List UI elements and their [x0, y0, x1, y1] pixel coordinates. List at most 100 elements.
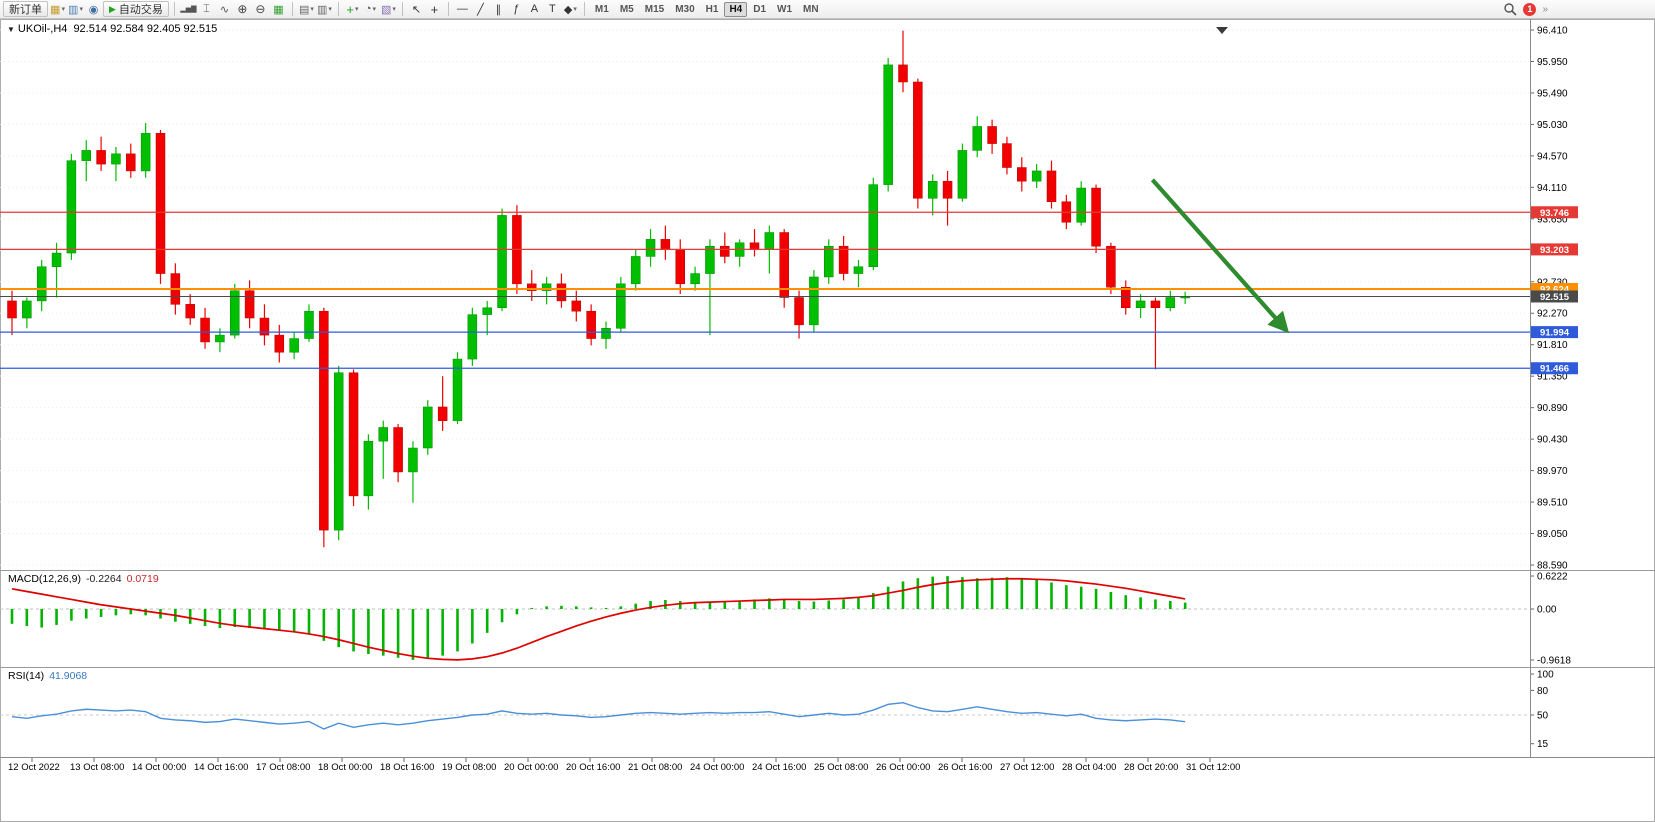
line-chart-icon: ∿ — [219, 3, 230, 16]
template-icon[interactable]: ▧ ▾ — [380, 1, 397, 17]
svg-text:27 Oct 12:00: 27 Oct 12:00 — [1000, 762, 1054, 773]
label-tool-icon[interactable]: T — [544, 1, 561, 17]
rsi-title: RSI(14) — [8, 670, 45, 682]
chart-profile-icon[interactable]: ▥ ▾ — [316, 1, 333, 17]
timeframe-button-w1[interactable]: W1 — [777, 3, 793, 15]
hline-tool-icon: — — [456, 3, 468, 15]
svg-text:13 Oct 08:00: 13 Oct 08:00 — [70, 762, 124, 773]
dropdown-arrow-icon: ▾ — [573, 6, 577, 13]
search-icon[interactable] — [1503, 2, 1518, 16]
period-clock-icon: ◔ — [364, 3, 372, 15]
svg-text:17 Oct 08:00: 17 Oct 08:00 — [256, 762, 310, 773]
candlestick-chart-icon: ⌶ — [203, 2, 210, 15]
dropdown-arrow-icon: ▾ — [79, 6, 83, 13]
autotrading-icon: ▶ — [109, 3, 116, 14]
svg-text:26 Oct 16:00: 26 Oct 16:00 — [938, 762, 992, 773]
add-indicator-icon[interactable]: + ▾ — [344, 1, 361, 17]
svg-text:20 Oct 16:00: 20 Oct 16:00 — [566, 762, 620, 773]
svg-text:100: 100 — [1537, 670, 1554, 681]
zoom-in-icon: ⊕ — [237, 2, 248, 16]
collapse-triangle-icon[interactable]: ▼ — [7, 25, 15, 34]
svg-text:80: 80 — [1537, 686, 1549, 697]
notification-badge[interactable]: 1 — [1523, 2, 1537, 16]
tile-windows-icon: ▦ — [273, 3, 284, 16]
crosshair-icon[interactable]: + — [426, 1, 443, 17]
timeframe-button-m30[interactable]: M30 — [675, 3, 695, 15]
toolbar: 新订单 ▦ ▾ ▥ ▾ ◉ ▶ 自动交易 ▂▅▇ ⌶ ∿ ⊕ ⊖ ▦ ▤ ▾ ▥ ▾ + ▾ ◔ ▾ ▧ ▾ ↖ + — ╱ ∥ ƒ A T ◆… — [0, 0, 1655, 19]
timeframe-button-h1[interactable]: H1 — [705, 3, 719, 15]
timeframe-button-m15[interactable]: M15 — [644, 3, 665, 15]
svg-text:96.410: 96.410 — [1537, 26, 1568, 37]
hline-tool-icon[interactable]: — — [454, 1, 471, 17]
timeframe-button-d1[interactable]: D1 — [753, 3, 767, 15]
svg-text:18 Oct 00:00: 18 Oct 00:00 — [318, 762, 372, 773]
template-icon: ▧ — [380, 3, 392, 16]
svg-text:95.030: 95.030 — [1537, 120, 1568, 131]
dropdown-arrow-icon: ▾ — [372, 6, 376, 13]
svg-text:21 Oct 08:00: 21 Oct 08:00 — [628, 762, 682, 773]
cursor-icon[interactable]: ↖ — [408, 1, 425, 17]
svg-text:94.570: 94.570 — [1537, 151, 1568, 162]
macd-title: MACD(12,26,9) — [8, 573, 81, 585]
svg-text:28 Oct 04:00: 28 Oct 04:00 — [1062, 762, 1116, 773]
chart-window-icon[interactable]: ▤ ▾ — [298, 1, 315, 17]
zoom-out-icon[interactable]: ⊖ — [252, 1, 269, 17]
svg-text:14 Oct 00:00: 14 Oct 00:00 — [132, 762, 186, 773]
svg-text:24 Oct 00:00: 24 Oct 00:00 — [690, 762, 744, 773]
svg-text:20 Oct 00:00: 20 Oct 00:00 — [504, 762, 558, 773]
bar-chart-icon: ▂▅▇ — [180, 6, 197, 13]
strategy-tester-icon[interactable]: ◉ — [85, 1, 102, 17]
svg-text:93.203: 93.203 — [1540, 245, 1569, 256]
ohlc-values: 92.514 92.584 92.405 92.515 — [73, 23, 218, 35]
svg-text:91.810: 91.810 — [1537, 340, 1568, 351]
fibonacci-tool-icon: ƒ — [513, 3, 520, 15]
symbol-label: UKOil-,H4 — [17, 23, 68, 35]
zoom-in-icon[interactable]: ⊕ — [234, 1, 251, 17]
chart-window-icon: ▤ — [298, 3, 310, 16]
svg-text:90.890: 90.890 — [1537, 403, 1568, 414]
timeframe-button-m1[interactable]: M1 — [594, 3, 609, 15]
svg-text:92.730: 92.730 — [1537, 277, 1568, 288]
timeframe-button-m5[interactable]: M5 — [619, 3, 634, 15]
period-clock-icon[interactable]: ◔ ▾ — [362, 1, 379, 17]
dropdown-arrow-icon: ▾ — [310, 6, 314, 13]
svg-text:95.950: 95.950 — [1537, 57, 1568, 68]
svg-text:50: 50 — [1537, 711, 1549, 722]
add-indicator-icon: + — [346, 1, 354, 17]
fibonacci-tool-icon[interactable]: ƒ — [508, 1, 525, 17]
macd-value-main: -0.2264 — [85, 573, 122, 585]
line-chart-icon[interactable]: ∿ — [216, 1, 233, 17]
toolbar-separator — [447, 2, 449, 16]
svg-text:92.270: 92.270 — [1537, 309, 1568, 320]
candlestick-chart-icon[interactable]: ⌶ — [198, 1, 215, 17]
profiles-icon[interactable]: ▥ ▾ — [67, 1, 84, 17]
svg-text:19 Oct 08:00: 19 Oct 08:00 — [442, 762, 496, 773]
dropdown-arrow-icon: ▾ — [392, 6, 396, 13]
toolbar-separator — [173, 2, 175, 16]
dropdown-arrow-icon: ▾ — [61, 6, 65, 13]
shapes-tool-icon[interactable]: ◆ ▾ — [562, 1, 579, 17]
channel-tool-icon[interactable]: ∥ — [490, 1, 507, 17]
rsi-value: 41.9068 — [49, 670, 88, 682]
svg-text:26 Oct 00:00: 26 Oct 00:00 — [876, 762, 930, 773]
tile-windows-icon[interactable]: ▦ — [270, 1, 287, 17]
channel-tool-icon: ∥ — [495, 3, 502, 16]
autotrading-button[interactable]: ▶ 自动交易 — [103, 1, 169, 17]
new-chart-icon[interactable]: ▦ ▾ — [49, 1, 66, 17]
chart-profile-icon: ▥ — [316, 3, 328, 16]
text-tool-icon[interactable]: A — [526, 1, 543, 17]
rsi-label: RSI(14) 41.9068 — [8, 670, 87, 682]
cursor-icon: ↖ — [411, 3, 422, 16]
trendline-tool-icon[interactable]: ╱ — [472, 1, 489, 17]
toolbar-overflow-icon[interactable]: » — [1542, 3, 1548, 15]
timeframe-button-h4[interactable]: H4 — [724, 1, 748, 17]
shapes-tool-icon: ◆ — [563, 3, 573, 16]
svg-text:-0.9618: -0.9618 — [1537, 656, 1571, 667]
svg-text:18 Oct 16:00: 18 Oct 16:00 — [380, 762, 434, 773]
svg-text:24 Oct 16:00: 24 Oct 16:00 — [752, 762, 806, 773]
bar-chart-icon[interactable]: ▂▅▇ — [180, 1, 197, 17]
timeframe-button-mn[interactable]: MN — [803, 3, 819, 15]
svg-text:91.466: 91.466 — [1540, 364, 1569, 375]
new-order-button[interactable]: 新订单 — [3, 1, 48, 17]
